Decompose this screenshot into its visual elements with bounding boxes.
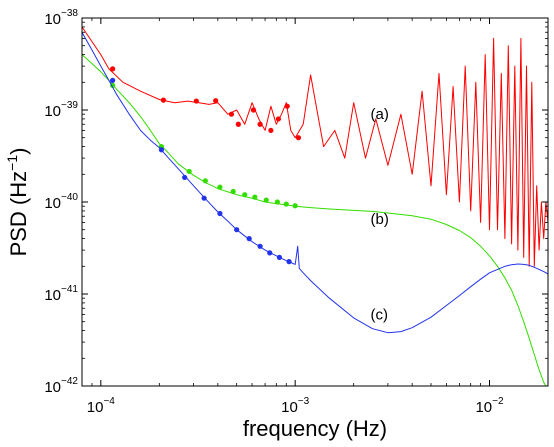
series-marker-b <box>292 203 298 209</box>
series-marker-c <box>286 258 292 265</box>
y-tick-label: 10−39 <box>44 100 78 120</box>
series-marker-b <box>252 194 258 200</box>
x-tick-label: 10−3 <box>281 396 310 416</box>
series-marker-a <box>295 135 302 141</box>
x-axis-label: frequency (Hz) <box>243 416 387 441</box>
y-tick-label: 10−40 <box>44 192 78 212</box>
series-marker-c <box>158 147 165 153</box>
y-tick-label: 10−42 <box>44 376 78 396</box>
plot-frame <box>81 17 549 387</box>
x-tick-label: 10−4 <box>87 396 116 416</box>
series-marker-a <box>257 121 263 127</box>
series-marker-b <box>202 178 208 184</box>
series-marker-b <box>274 199 280 205</box>
series-marker-b <box>242 192 248 198</box>
y-tick-label: 10−38 <box>44 8 78 28</box>
series-marker-a <box>110 66 116 72</box>
series-marker-c <box>201 195 207 201</box>
series-marker-b <box>283 201 289 207</box>
x-tick-label: 10−2 <box>475 396 504 416</box>
series-marker-c <box>217 210 223 217</box>
series-marker-a <box>213 98 219 104</box>
series-marker-c <box>246 236 252 242</box>
series-marker-a <box>228 111 235 117</box>
series-marker-c <box>110 77 116 83</box>
series-marker-a <box>275 116 282 122</box>
labels-layer: 10−42 10−41 10−40 10−39 10−38 10−4 10−3 10−2 (a)… <box>44 8 504 416</box>
series-marker-c <box>257 243 263 249</box>
series-marker-c <box>267 250 273 256</box>
series-marker-a <box>193 98 199 104</box>
series-label-a: (a) <box>371 106 389 123</box>
series-marker-a <box>284 103 290 109</box>
series-marker-b <box>230 188 236 195</box>
series-marker-b <box>263 197 269 203</box>
series-marker-b <box>217 184 223 190</box>
series-label-c: (c) <box>371 306 389 323</box>
series-marker-a <box>268 127 274 134</box>
series-label-b: (b) <box>371 211 389 228</box>
ticks-layer <box>81 17 549 387</box>
series-marker-c <box>276 254 283 260</box>
y-tick-label: 10−41 <box>44 284 78 304</box>
series-marker-a <box>235 121 241 127</box>
series-line-b <box>82 54 547 386</box>
series-marker-c <box>234 227 240 233</box>
series-marker-c <box>182 174 188 181</box>
y-axis-label: PSD (Hz−1) <box>4 148 31 257</box>
series-marker-a <box>160 97 167 103</box>
series-line-c <box>82 32 548 334</box>
series-line-a <box>82 26 548 267</box>
series-marker-b <box>186 168 192 175</box>
series-layer <box>82 26 548 386</box>
series-marker-a <box>250 107 257 113</box>
